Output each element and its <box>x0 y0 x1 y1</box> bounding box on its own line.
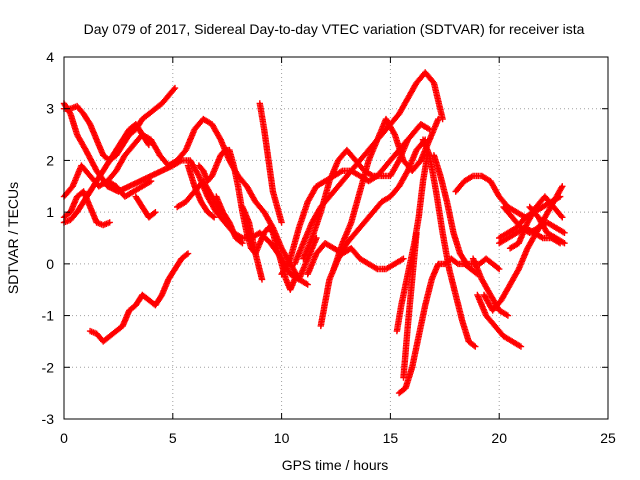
plus-marker <box>404 136 412 143</box>
plus-marker <box>494 264 502 272</box>
plus-marker <box>556 193 564 200</box>
plus-marker <box>145 141 153 149</box>
plus-marker <box>413 229 420 237</box>
plus-marker <box>150 210 158 217</box>
plus-marker <box>278 219 285 226</box>
plus-marker <box>209 213 216 220</box>
plus-marker <box>400 255 407 262</box>
data-track <box>184 162 218 221</box>
x-tick-labels: 0 5 10 15 20 25 <box>60 430 616 446</box>
y-tick-label: 1 <box>46 204 54 220</box>
plus-marker <box>470 342 478 349</box>
data-track <box>330 115 442 273</box>
x-tick-label: 5 <box>169 430 177 446</box>
plus-marker <box>453 259 460 266</box>
y-tick-label: 3 <box>46 101 54 117</box>
data-track <box>256 100 285 226</box>
data-points <box>60 69 568 397</box>
chart-title: Day 079 of 2017, Sidereal Day-to-day VTE… <box>84 21 585 37</box>
plus-marker <box>496 265 503 273</box>
plus-marker <box>171 84 179 92</box>
y-tick-label: 0 <box>46 256 54 272</box>
plus-marker <box>538 233 545 241</box>
data-track <box>239 203 266 283</box>
plus-marker <box>194 171 202 178</box>
data-track <box>474 291 525 350</box>
data-track <box>60 100 320 283</box>
data-track <box>500 203 568 237</box>
data-track <box>430 152 503 273</box>
plus-marker <box>304 281 311 288</box>
y-tick-label: -1 <box>42 308 55 324</box>
plus-marker <box>504 312 512 319</box>
data-track <box>60 115 311 288</box>
plus-marker <box>210 214 218 221</box>
x-tick-label: 10 <box>274 430 290 446</box>
data-track <box>452 172 529 221</box>
plus-marker <box>184 250 192 257</box>
axis-ticks <box>63 56 609 420</box>
y-tick-label: 4 <box>46 49 54 65</box>
plus-marker <box>559 183 566 190</box>
y-tick-labels: -3 -2 -1 0 1 2 3 4 <box>42 49 55 427</box>
plus-marker <box>106 219 113 226</box>
data-track <box>526 203 568 247</box>
plus-marker <box>303 280 310 287</box>
y-axis-label: SDTVAR / TECUs <box>5 182 21 294</box>
plus-marker <box>237 238 245 246</box>
plus-marker <box>503 311 510 318</box>
plus-marker <box>372 265 380 272</box>
plus-marker <box>152 208 159 216</box>
x-tick-label: 20 <box>491 430 507 446</box>
plus-marker <box>403 169 411 176</box>
plus-marker <box>286 256 293 264</box>
data-track <box>300 136 412 262</box>
plus-marker <box>555 194 562 201</box>
x-axis-label: GPS time / hours <box>282 457 389 473</box>
plus-marker <box>559 214 566 221</box>
data-track <box>304 240 407 278</box>
plus-marker <box>183 251 190 258</box>
data-track <box>419 136 479 350</box>
data-track <box>132 193 159 221</box>
data-track <box>60 188 113 229</box>
plus-marker <box>558 184 565 191</box>
data-track <box>104 177 155 200</box>
plus-marker <box>291 276 298 283</box>
plus-marker <box>258 276 266 283</box>
data-track <box>60 121 153 226</box>
plus-marker <box>337 168 345 175</box>
plus-marker <box>217 208 224 216</box>
y-tick-label: -3 <box>42 411 55 427</box>
plus-marker <box>216 135 224 142</box>
plus-marker <box>561 239 568 247</box>
x-tick-label: 15 <box>383 430 399 446</box>
plus-marker <box>170 86 178 93</box>
y-tick-label: 2 <box>46 152 54 168</box>
plus-marker <box>144 140 152 147</box>
x-tick-label: 25 <box>600 430 616 446</box>
plus-marker <box>561 229 568 237</box>
x-tick-label: 0 <box>60 430 68 446</box>
grid <box>64 57 608 419</box>
data-track <box>86 250 192 345</box>
y-tick-label: -2 <box>42 359 55 375</box>
plus-marker <box>239 239 246 247</box>
plus-marker <box>147 177 155 185</box>
plus-marker <box>435 115 442 123</box>
plus-marker <box>558 212 565 220</box>
data-track <box>400 229 420 381</box>
plot-frame <box>63 56 609 420</box>
plus-marker <box>472 343 479 350</box>
plus-marker <box>517 343 525 350</box>
plus-marker <box>390 130 398 137</box>
